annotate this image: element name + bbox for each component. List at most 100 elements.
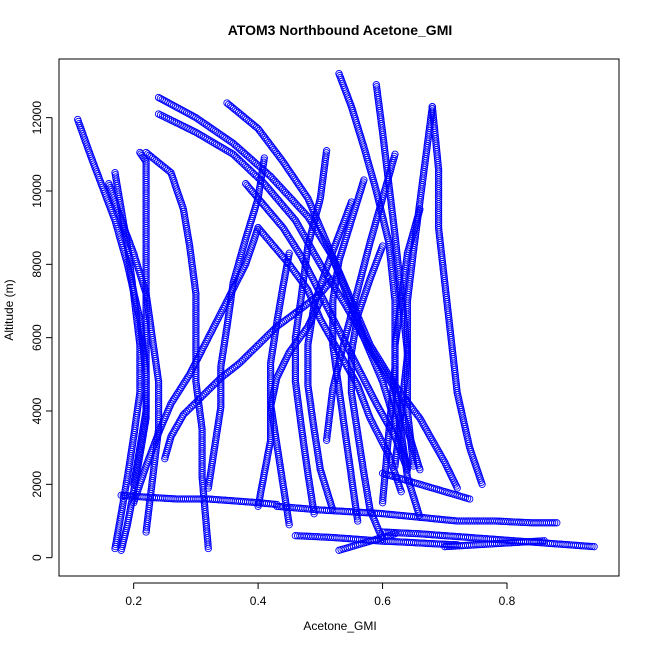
data-point: [416, 466, 424, 474]
data-point: [220, 145, 228, 153]
data-point: [199, 343, 208, 351]
data-point: [397, 488, 405, 496]
data-point: [316, 315, 324, 323]
data-point: [281, 227, 289, 235]
data-point: [177, 105, 185, 114]
data-point: [207, 137, 215, 145]
data-point: [310, 278, 319, 286]
data-point: [370, 396, 379, 404]
data-point: [182, 108, 191, 117]
y-tick-label: 2000: [30, 471, 44, 498]
data-point: [366, 388, 375, 396]
y-tick-label: 0: [30, 554, 44, 561]
data-point: [380, 363, 388, 371]
data-point: [385, 422, 393, 430]
data-point: [374, 403, 383, 411]
data-point: [288, 238, 296, 246]
data-point: [391, 460, 399, 468]
data-point: [371, 424, 379, 432]
data-point: [451, 480, 459, 488]
data-point: [379, 494, 387, 502]
data-point: [418, 418, 426, 426]
data-point: [164, 98, 172, 107]
data-point: [416, 414, 424, 422]
data-point: [284, 231, 292, 239]
data-point: [423, 428, 432, 436]
data-point: [212, 140, 221, 149]
data-point: [374, 354, 382, 362]
data-point: [403, 466, 412, 474]
data-point: [436, 451, 445, 459]
data-point: [296, 224, 304, 232]
data-point: [236, 272, 244, 280]
data-point: [184, 372, 193, 380]
data-point: [285, 233, 293, 241]
data-point: [343, 363, 351, 371]
data-point: [337, 293, 345, 301]
data-point: [188, 126, 196, 135]
data-point: [433, 445, 441, 453]
data-point: [373, 401, 382, 410]
data-point: [324, 330, 333, 338]
data-point: [346, 368, 355, 377]
data-point: [233, 278, 241, 286]
data-point: [201, 339, 210, 348]
data-point: [204, 484, 212, 492]
data-point: [312, 253, 320, 261]
data-point: [289, 240, 298, 248]
x-tick-label: 0.8: [499, 594, 516, 608]
data-point: [321, 299, 329, 307]
data-point: [213, 128, 221, 136]
data-point: [195, 116, 204, 124]
data-point: [228, 287, 236, 296]
data-point: [431, 441, 439, 449]
data-point: [311, 251, 319, 259]
data-point: [203, 335, 212, 344]
data-point: [210, 322, 218, 330]
data-point: [182, 123, 190, 132]
data-point: [171, 102, 180, 111]
chart-title: ATOM3 Northbound Acetone_GMI: [228, 22, 453, 38]
data-point: [391, 462, 399, 470]
data-point: [293, 220, 302, 228]
data-point: [351, 378, 360, 386]
series-3: [105, 180, 163, 536]
data-point: [319, 321, 328, 329]
data-point: [425, 431, 434, 440]
data-point: [187, 366, 196, 375]
data-point: [374, 430, 382, 438]
data-point: [377, 435, 385, 444]
data-point: [160, 113, 169, 121]
data-point: [216, 310, 224, 319]
data-point: [181, 107, 189, 116]
data-point: [440, 456, 448, 465]
x-tick-label: 0.4: [250, 594, 267, 608]
data-point: [166, 99, 174, 108]
data-point: [409, 458, 417, 466]
data-point: [241, 262, 249, 270]
data-point: [379, 496, 387, 505]
data-point: [191, 359, 200, 367]
data-point: [282, 229, 291, 237]
data-point: [355, 367, 364, 375]
data-point: [427, 433, 435, 442]
data-point: [279, 224, 287, 232]
data-point: [222, 146, 230, 154]
data-point: [240, 264, 248, 272]
data-point: [162, 97, 170, 106]
data-point: [193, 355, 202, 363]
data-point: [424, 429, 433, 438]
data-point: [434, 447, 442, 455]
data-point: [190, 361, 199, 369]
data-point: [206, 123, 214, 132]
data-point: [217, 308, 225, 317]
data-point: [363, 382, 372, 390]
data-point: [223, 147, 232, 155]
y-axis-label: Altitude (m): [2, 279, 16, 340]
data-point: [422, 426, 431, 434]
data-point: [316, 260, 324, 268]
data-point: [189, 362, 198, 371]
data-point: [183, 374, 191, 382]
data-point: [287, 236, 295, 245]
